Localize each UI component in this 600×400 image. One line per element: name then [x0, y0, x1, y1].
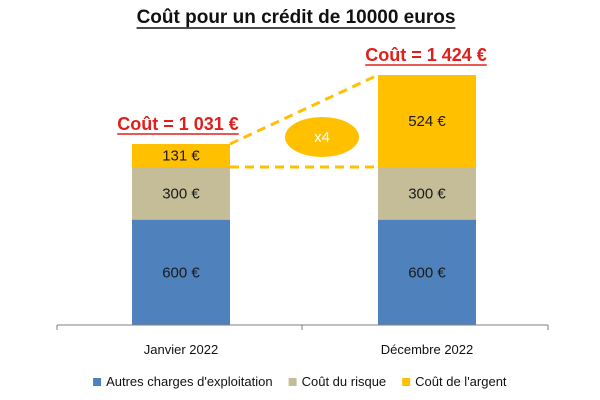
x-axis-tick-labels: Janvier 2022 Décembre 2022: [144, 342, 473, 357]
data-label: 600 €: [162, 264, 200, 281]
data-label: 131 €: [162, 147, 200, 164]
bar-segment: [132, 166, 230, 220]
legend-swatch: [93, 378, 102, 386]
legend-swatch: [288, 378, 297, 386]
legend-label: Autres charges d'exploitation: [106, 374, 273, 389]
x-tick-label: Janvier 2022: [144, 342, 218, 357]
bar-segment: [378, 75, 476, 167]
legend-item: Coût de l'argent: [402, 374, 507, 389]
total-cost-labels: Coût = 1 031 € Coût = 1 424 €: [117, 45, 487, 135]
data-label: 300 €: [162, 185, 200, 202]
legend: Autres charges d'exploitation Coût du ris…: [93, 374, 507, 389]
multiplier-badge-shape: [285, 117, 359, 157]
total-cost-label: Coût = 1 031 €: [117, 114, 239, 134]
chart-title: Coût pour un crédit de 10000 euros: [137, 7, 456, 28]
bar-segment: [378, 166, 476, 220]
multiplier-badge: x4: [285, 117, 359, 157]
x-tick-label: Décembre 2022: [381, 342, 474, 357]
legend-label: Coût du risque: [302, 374, 387, 389]
bar-segment: [132, 219, 230, 325]
legend-swatch: [402, 378, 411, 386]
connector-top: [229, 73, 379, 146]
data-label: 600 €: [408, 264, 446, 281]
multiplier-badge-label: x4: [314, 129, 330, 146]
bar-segment: [378, 219, 476, 325]
legend-label: Coût de l'argent: [415, 374, 507, 389]
legend-item: Coût du risque: [288, 374, 387, 389]
data-label: 524 €: [408, 113, 446, 130]
comparison-connectors: [229, 73, 379, 169]
bar-segment: [132, 143, 230, 167]
bars: 600 € 300 € 131 € 600 € 300 € 524 €: [132, 75, 476, 325]
data-label: 300 €: [408, 185, 446, 202]
total-cost-label: Coût = 1 424 €: [365, 45, 487, 65]
legend-item: Autres charges d'exploitation: [93, 374, 273, 389]
